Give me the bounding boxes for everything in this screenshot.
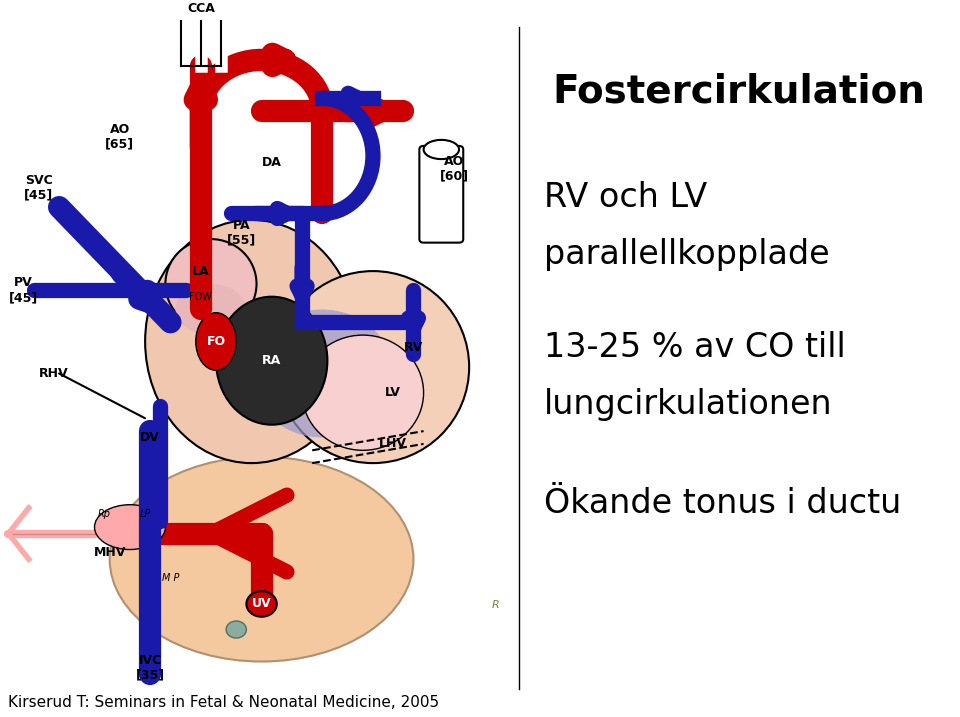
Text: LV: LV — [385, 386, 401, 399]
Text: lungcirkulationen: lungcirkulationen — [544, 388, 833, 421]
Text: CCA: CCA — [187, 2, 215, 15]
Ellipse shape — [94, 505, 165, 549]
Ellipse shape — [196, 313, 236, 370]
Text: Fostercirkulation: Fostercirkulation — [553, 72, 925, 110]
Text: parallellkopplade: parallellkopplade — [544, 238, 829, 271]
Circle shape — [247, 591, 276, 617]
Text: R: R — [492, 600, 499, 610]
Text: DV: DV — [140, 431, 160, 444]
Ellipse shape — [276, 271, 469, 463]
Ellipse shape — [109, 457, 414, 662]
Text: LP: LP — [139, 509, 151, 519]
Ellipse shape — [145, 220, 358, 463]
Ellipse shape — [252, 310, 394, 437]
Ellipse shape — [423, 140, 459, 159]
Text: Kirserud T: Seminars in Fetal & Neonatal Medicine, 2005: Kirserud T: Seminars in Fetal & Neonatal… — [9, 695, 440, 710]
Text: FOW: FOW — [189, 292, 212, 302]
Text: PA
[55]: PA [55] — [227, 219, 256, 247]
Text: Ökande tonus i ductu: Ökande tonus i ductu — [544, 487, 901, 520]
Text: IVC
[35]: IVC [35] — [135, 654, 165, 682]
FancyBboxPatch shape — [420, 146, 464, 242]
Text: RA: RA — [262, 354, 281, 367]
Text: FO: FO — [206, 335, 226, 348]
Text: UV: UV — [252, 597, 272, 610]
Ellipse shape — [165, 239, 256, 328]
Text: AO
[65]: AO [65] — [106, 123, 134, 151]
Text: RV och LV: RV och LV — [544, 181, 708, 214]
Text: M P: M P — [162, 574, 180, 584]
Text: PV
[45]: PV [45] — [9, 276, 38, 304]
Ellipse shape — [176, 284, 247, 335]
Text: RV: RV — [404, 341, 423, 354]
Ellipse shape — [302, 335, 423, 450]
Text: 13-25 % av CO till: 13-25 % av CO till — [544, 331, 846, 364]
Ellipse shape — [216, 297, 327, 424]
Text: SVC
[45]: SVC [45] — [24, 174, 54, 202]
Text: RHV: RHV — [39, 367, 69, 380]
Text: Rp: Rp — [98, 509, 111, 519]
Text: LHV: LHV — [379, 437, 407, 450]
Text: AO
[60]: AO [60] — [440, 155, 468, 183]
Text: DA: DA — [262, 156, 281, 168]
Text: MHV: MHV — [93, 546, 126, 559]
Text: LA: LA — [192, 265, 209, 277]
Circle shape — [227, 621, 247, 638]
